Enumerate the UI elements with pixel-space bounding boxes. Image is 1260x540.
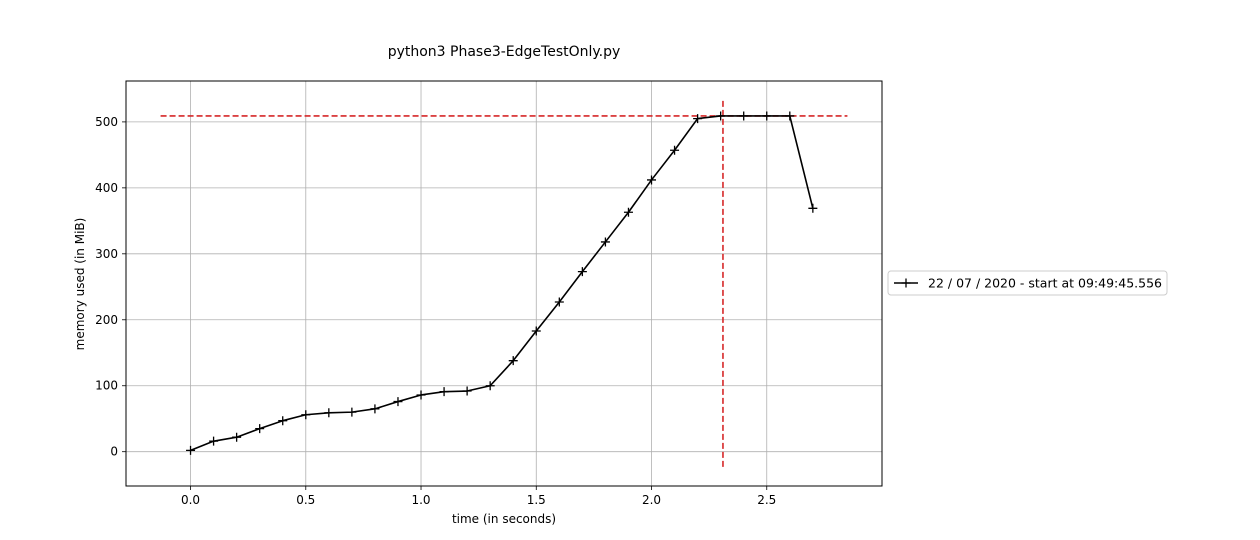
reference-lines	[160, 98, 848, 467]
data-point-marker	[347, 407, 357, 417]
data-point-marker	[670, 145, 680, 155]
y-tick-label: 100	[95, 379, 118, 393]
series-line	[190, 115, 814, 452]
data-point-marker	[554, 297, 564, 307]
data-point-marker	[255, 424, 265, 434]
data-point-marker	[186, 445, 196, 455]
y-tick-label: 500	[95, 115, 118, 129]
data-point-marker	[209, 436, 219, 446]
legend-plus-marker	[901, 278, 911, 288]
data-point-marker	[531, 326, 541, 336]
y-tick-label: 200	[95, 313, 118, 327]
data-point-marker	[416, 390, 426, 400]
x-tick-label: 1.0	[411, 493, 430, 507]
data-point-marker	[716, 111, 726, 121]
data-point-marker	[370, 404, 380, 414]
data-point-marker	[600, 237, 610, 247]
data-point-marker	[785, 111, 795, 121]
data-point-marker	[808, 203, 818, 213]
data-point-marker	[439, 387, 449, 397]
legend-box	[887, 270, 1168, 296]
data-point-marker	[739, 111, 749, 121]
plot-frame	[125, 80, 883, 487]
data-point-marker	[278, 416, 288, 426]
series-group	[186, 111, 818, 455]
x-tick-label: 2.0	[642, 493, 661, 507]
y-axis-ticks: 0 100 200 300 400 500	[95, 115, 126, 459]
legend: 22 / 07 / 2020 - start at 09:49:45.556	[887, 270, 1168, 296]
data-point-marker	[577, 267, 587, 277]
x-tick-label: 0.5	[296, 493, 315, 507]
x-tick-label: 1.5	[527, 493, 546, 507]
y-tick-label: 400	[95, 181, 118, 195]
data-point-marker	[324, 408, 334, 418]
data-point-marker	[693, 114, 703, 124]
y-axis-label: memory used (in MiB)	[73, 218, 87, 351]
data-point-marker	[393, 397, 403, 407]
data-point-marker	[232, 432, 242, 442]
data-point-marker	[301, 410, 311, 420]
data-point-marker	[508, 356, 518, 366]
data-point-marker	[485, 381, 495, 391]
data-point-marker	[647, 175, 657, 185]
x-axis-ticks: 0.0 0.5 1.0 1.5 2.0 2.5	[181, 486, 776, 507]
y-tick-label: 300	[95, 247, 118, 261]
x-tick-label: 0.0	[181, 493, 200, 507]
data-point-marker	[462, 386, 472, 396]
y-tick-label: 0	[110, 445, 118, 459]
x-axis-label: time (in seconds)	[452, 512, 556, 526]
x-tick-label: 2.5	[757, 493, 776, 507]
grid-lines	[126, 81, 882, 486]
chart-title: python3 Phase3-EdgeTestOnly.py	[388, 44, 621, 60]
data-point-marker	[762, 111, 772, 121]
legend-entry-label: 22 / 07 / 2020 - start at 09:49:45.556	[928, 276, 1162, 291]
data-point-marker	[623, 207, 633, 217]
